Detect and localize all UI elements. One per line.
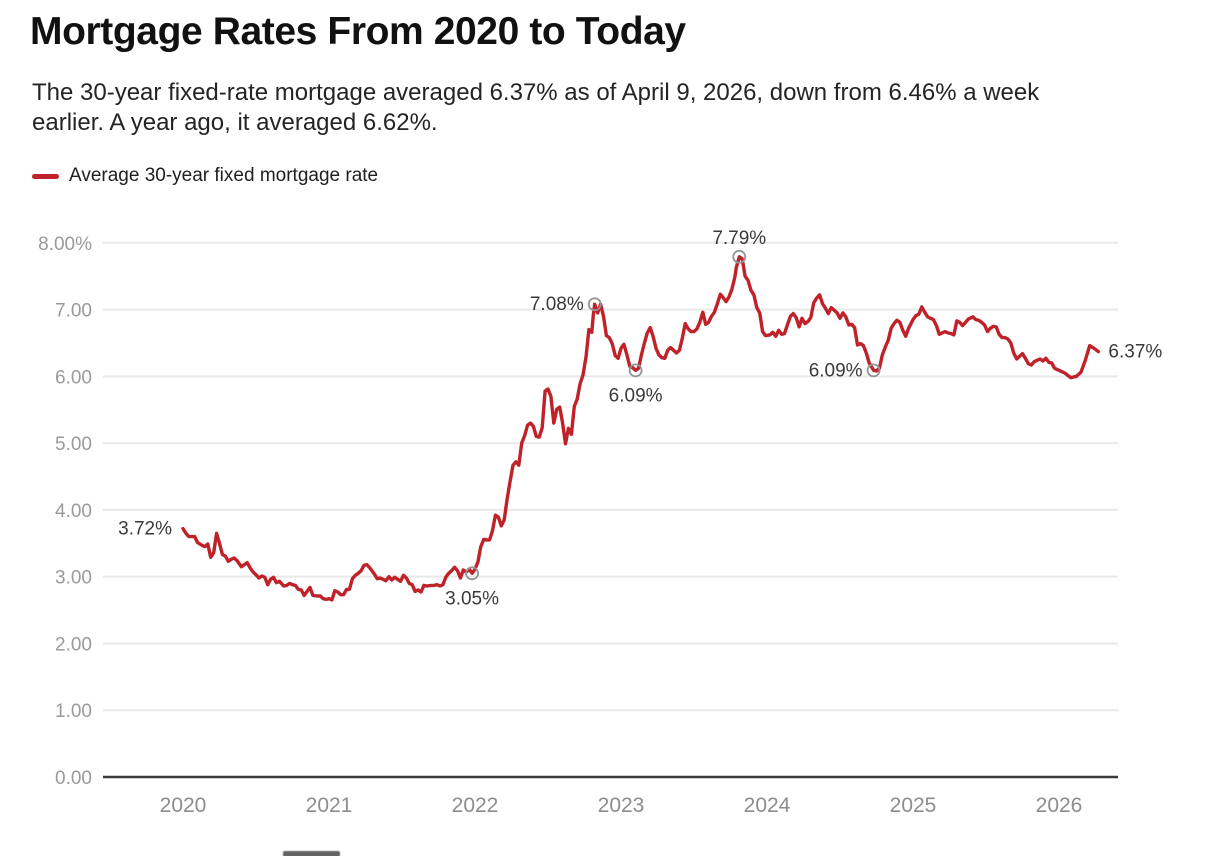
page-title: Mortgage Rates From 2020 to Today [30,10,686,53]
y-tick-label: 8.00% [38,234,92,255]
y-tick-label: 5.00 [55,434,92,455]
y-tick-label: 2.00 [55,634,92,655]
annotation-marker [587,297,602,312]
y-tick-label: 7.00 [55,301,92,322]
annotation-label: 6.09% [809,360,863,381]
x-tick-label: 2024 [744,794,791,817]
x-tick-label: 2021 [306,794,353,817]
x-tick-label: 2022 [452,794,499,817]
y-tick-label: 3.00 [55,568,92,589]
y-tick-label: 6.00 [55,367,92,388]
annotation-label: 6.37% [1108,342,1162,363]
rate-line [181,255,1101,602]
y-tick-label: 0.00 [55,768,92,789]
annotation-label: 3.05% [445,588,499,609]
annotation-label: 6.09% [609,385,663,406]
x-tick-label: 2023 [598,794,645,817]
x-tick-label: 2020 [160,794,207,817]
cropped-text-fragment [283,851,340,856]
legend-label: Average 30-year fixed mortgage rate [69,165,379,186]
chart-subtitle: The 30-year fixed-rate mortgage averaged… [32,79,1040,136]
legend: Average 30-year fixed mortgage rate [32,165,378,187]
y-tick-label: 4.00 [55,501,92,522]
legend-line-swatch-icon [32,173,59,179]
x-tick-label: 2026 [1036,794,1083,817]
annotation-label: 7.79% [712,228,766,249]
y-tick-label: 1.00 [55,701,92,722]
annotation-label: 7.08% [530,294,584,315]
annotation-label: 3.72% [118,519,172,540]
annotation-marker [628,363,643,378]
annotation-marker [866,363,881,378]
annotation-marker [732,249,747,264]
x-tick-label: 2025 [890,794,937,817]
annotation-marker [465,566,479,581]
